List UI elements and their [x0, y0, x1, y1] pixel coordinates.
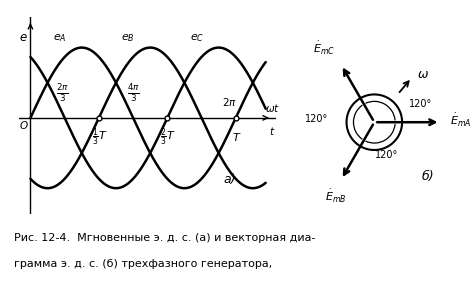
Text: $\dot{E}_{mC}$: $\dot{E}_{mC}$ [313, 40, 335, 57]
Text: грамма э. д. с. (б) трехфазного генератора,: грамма э. д. с. (б) трехфазного генерато… [14, 259, 273, 269]
Text: $\frac{4\pi}{3}$: $\frac{4\pi}{3}$ [127, 82, 140, 104]
Text: а): а) [223, 173, 236, 186]
Text: $e_C$: $e_C$ [190, 33, 204, 44]
Text: 120°: 120° [375, 150, 398, 160]
Text: t: t [269, 127, 274, 137]
Text: $\frac{1}{3}T$: $\frac{1}{3}T$ [92, 126, 107, 148]
Text: $e_A$: $e_A$ [53, 33, 67, 44]
Text: e: e [19, 31, 27, 44]
Text: 120°: 120° [305, 114, 328, 124]
Text: $\dot{E}_{mB}$: $\dot{E}_{mB}$ [324, 188, 346, 205]
Text: б): б) [422, 171, 435, 184]
Text: $T$: $T$ [232, 131, 241, 143]
Text: $\omega t$: $\omega t$ [266, 102, 280, 114]
Text: Рис. 12-4.  Мгновенные э. д. с. (а) и векторная диа-: Рис. 12-4. Мгновенные э. д. с. (а) и век… [14, 233, 316, 243]
Text: O: O [19, 121, 27, 131]
Text: $\frac{2}{3}T$: $\frac{2}{3}T$ [160, 126, 176, 148]
Text: $e_B$: $e_B$ [122, 33, 135, 44]
Text: $2\pi$: $2\pi$ [222, 97, 238, 108]
Text: $\omega$: $\omega$ [418, 68, 429, 81]
Text: 120°: 120° [408, 99, 432, 109]
Text: $\dot{E}_{mA}$: $\dot{E}_{mA}$ [450, 112, 471, 129]
Text: $\frac{2\pi}{3}$: $\frac{2\pi}{3}$ [56, 82, 69, 104]
